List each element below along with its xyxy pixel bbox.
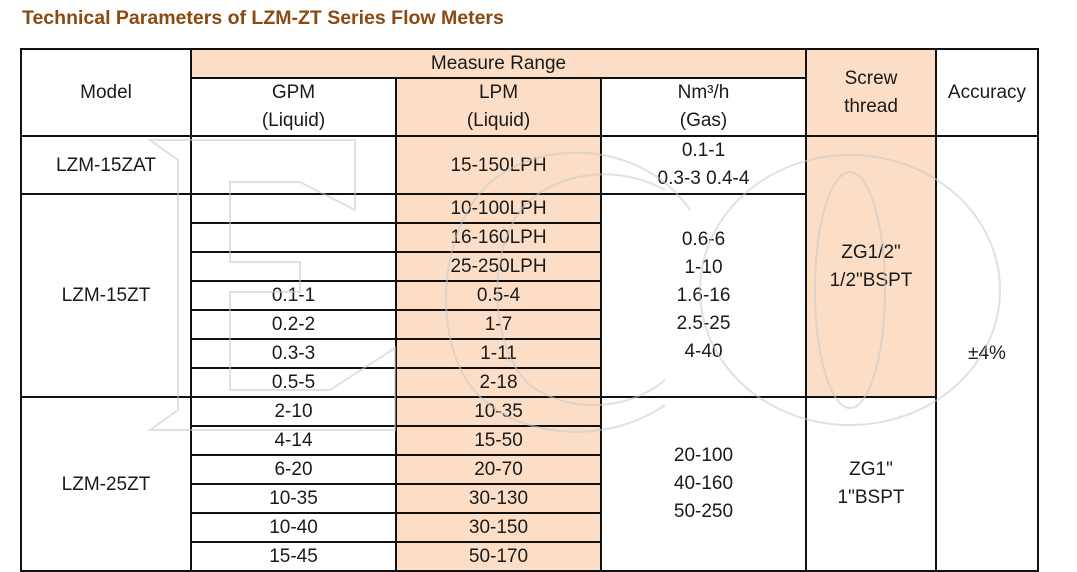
header-nm3h: Nm³/h (Gas) xyxy=(600,77,807,137)
gas-line: 20-100 xyxy=(673,445,734,466)
gpm-cell: 0.2-2 xyxy=(190,309,397,340)
model-cell: LZM-15ZAT xyxy=(20,135,192,195)
lpm-cell: 50-170 xyxy=(395,541,602,572)
header-nm3h-label: Nm³/h xyxy=(677,82,730,103)
gpm-cell: 6-20 xyxy=(190,454,397,485)
gas-cell: 0.6-6 1-10 1.6-16 2.5-25 4-40 xyxy=(600,193,807,398)
gpm-cell: 2-10 xyxy=(190,396,397,427)
header-lpm-sub: (Liquid) xyxy=(466,110,531,131)
gas-line: 1-10 xyxy=(684,256,723,278)
gpm-cell: 4-14 xyxy=(190,425,397,456)
gas-line: 4-40 xyxy=(684,340,723,362)
gas-line-1: 0.1-1 xyxy=(681,140,726,161)
header-gpm: GPM (Liquid) xyxy=(190,77,397,137)
model-cell: LZM-15ZT xyxy=(20,193,192,398)
header-lpm-label: LPM xyxy=(478,82,519,103)
gpm-cell xyxy=(190,135,397,195)
gpm-cell xyxy=(190,222,397,253)
header-gpm-sub: (Liquid) xyxy=(261,110,326,131)
lpm-cell: 0.5-4 xyxy=(395,280,602,311)
lpm-cell: 20-70 xyxy=(395,454,602,485)
header-nm3h-sub: (Gas) xyxy=(679,110,728,131)
header-screw-thread: Screw thread xyxy=(805,48,937,137)
header-accuracy: Accuracy xyxy=(935,48,1039,137)
gas-cell: 20-100 40-160 50-250 xyxy=(600,396,807,572)
lpm-cell: 15-50 xyxy=(395,425,602,456)
lpm-cell: 10-100LPH xyxy=(395,193,602,224)
lpm-cell: 16-160LPH xyxy=(395,222,602,253)
model-cell: LZM-25ZT xyxy=(20,396,192,572)
lpm-cell: 2-18 xyxy=(395,367,602,398)
gas-line-2: 0.3-3 0.4-4 xyxy=(657,168,750,189)
page-title: Technical Parameters of LZM-ZT Series Fl… xyxy=(22,7,504,29)
gpm-cell: 15-45 xyxy=(190,541,397,572)
thread-large-line-2: 1"BSPT xyxy=(837,487,905,508)
lpm-cell: 1-11 xyxy=(395,338,602,369)
header-model-label: Model xyxy=(80,82,132,103)
header-screw-line-1: Screw xyxy=(844,67,898,89)
header-model: Model xyxy=(20,48,192,137)
header-screw-line-2: thread xyxy=(844,95,898,117)
gas-line: 50-250 xyxy=(673,501,734,522)
lpm-cell: 10-35 xyxy=(395,396,602,427)
gas-cell: 0.1-1 0.3-3 0.4-4 xyxy=(600,135,807,195)
gpm-cell: 10-35 xyxy=(190,483,397,514)
header-gpm-label: GPM xyxy=(271,82,316,103)
thread-large-line-1: ZG1" xyxy=(849,459,893,480)
gas-line: 0.6-6 xyxy=(681,228,726,250)
header-lpm: LPM (Liquid) xyxy=(395,77,602,137)
gpm-cell: 0.3-3 xyxy=(190,338,397,369)
lpm-cell: 30-150 xyxy=(395,512,602,543)
accuracy-cell: ±4% xyxy=(935,135,1039,572)
thread-cell-small: ZG1/2" 1/2"BSPT xyxy=(805,135,937,398)
lpm-cell: 15-150LPH xyxy=(395,135,602,195)
thread-small-line-2: 1/2"BSPT xyxy=(829,269,913,291)
gpm-cell xyxy=(190,251,397,282)
lpm-cell: 1-7 xyxy=(395,309,602,340)
gas-line: 1.6-16 xyxy=(676,284,731,306)
lpm-cell: 25-250LPH xyxy=(395,251,602,282)
thread-small-line-1: ZG1/2" xyxy=(841,241,901,263)
parameters-table: Model Measure Range Screw thread Accurac… xyxy=(20,48,1039,572)
header-measure-range: Measure Range xyxy=(190,48,807,79)
gpm-cell: 0.1-1 xyxy=(190,280,397,311)
gpm-cell xyxy=(190,193,397,224)
lpm-cell: 30-130 xyxy=(395,483,602,514)
thread-cell-large: ZG1" 1"BSPT xyxy=(805,396,937,572)
gpm-cell: 10-40 xyxy=(190,512,397,543)
gas-line: 2.5-25 xyxy=(676,312,731,334)
gas-line: 40-160 xyxy=(673,473,734,494)
gpm-cell: 0.5-5 xyxy=(190,367,397,398)
